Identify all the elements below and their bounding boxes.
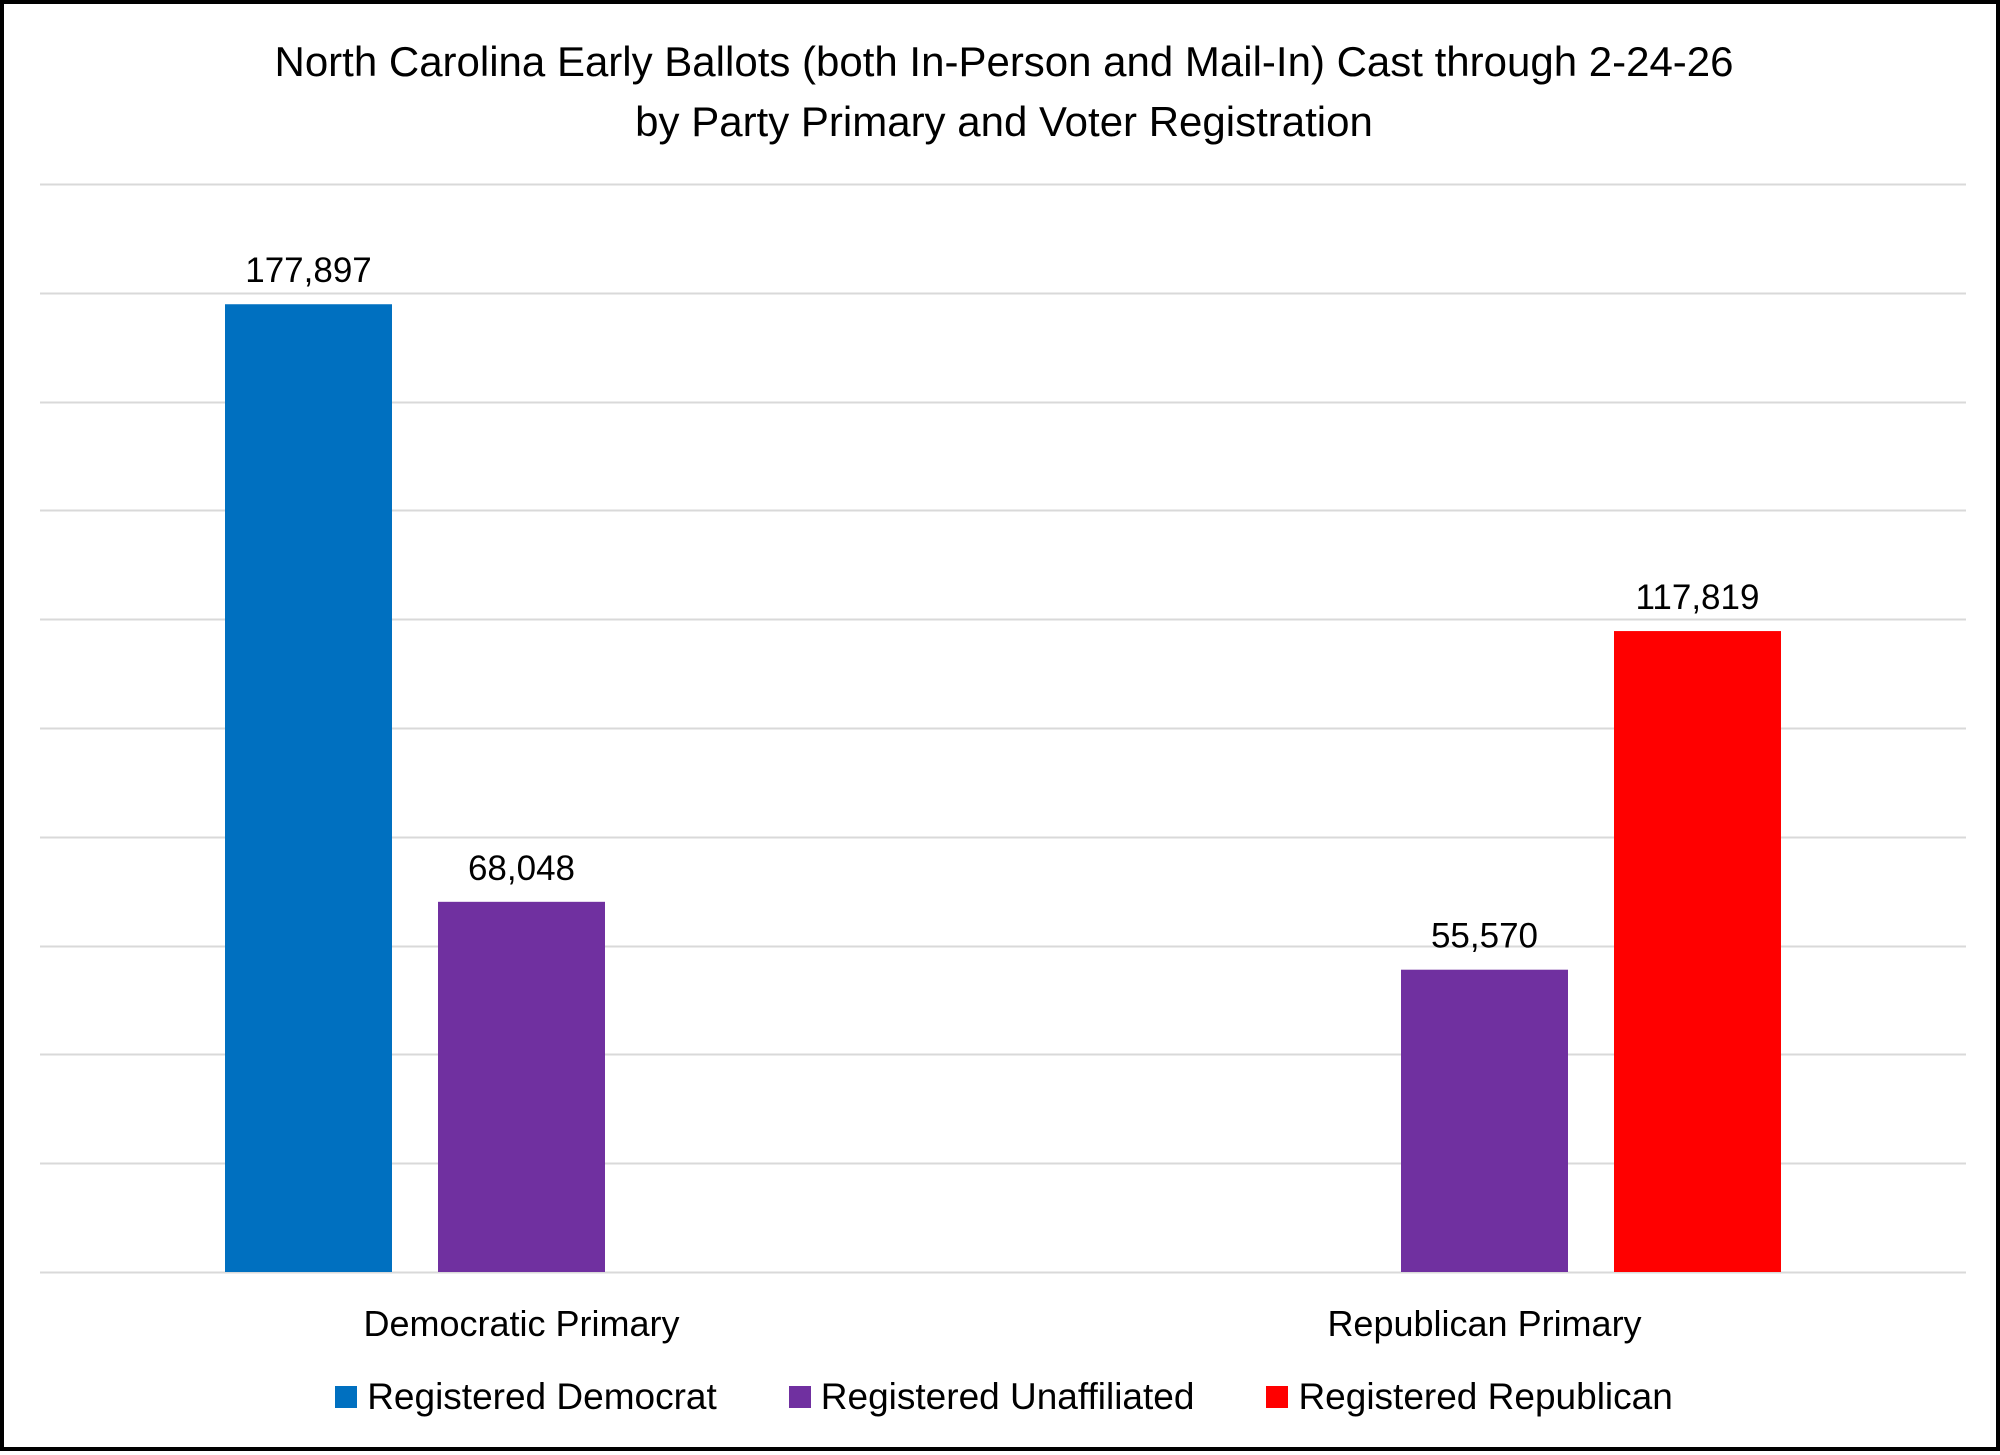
chart-title-line-1: North Carolina Early Ballots (both In-Pe… (274, 38, 1734, 85)
legend-label: Registered Republican (1298, 1376, 1673, 1417)
data-label: 177,897 (245, 251, 372, 290)
legend: Registered Democrat Registered Unaffiliat… (4, 1376, 2000, 1418)
legend-label: Registered Democrat (367, 1376, 717, 1417)
data-label: 68,048 (468, 849, 575, 888)
legend-item: Registered Unaffiliated (788, 1376, 1195, 1418)
legend-item: Registered Republican (1266, 1376, 1673, 1418)
category-label: Republican Primary (1327, 1303, 1641, 1344)
legend-swatch (1266, 1386, 1289, 1408)
plot-area: 177,897 68,048 55,570 117,819 Democratic Pri… (40, 183, 1966, 1344)
legend-label: Registered Unaffiliated (820, 1376, 1195, 1417)
bar-registered-democrat (225, 304, 392, 1272)
data-label: 55,570 (1431, 917, 1538, 956)
bar-registered-unaffiliated (438, 901, 605, 1272)
data-label: 117,819 (1636, 578, 1760, 617)
legend-swatch (335, 1386, 358, 1408)
chart-subtitle: by Party Primary and Voter Registration (635, 98, 1373, 145)
chart-title: North Carolina Early Ballots (both In-Pe… (4, 32, 2000, 152)
category-label: Democratic Primary (363, 1303, 679, 1344)
bar-registered-unaffiliated (1401, 969, 1568, 1272)
legend-item: Registered Democrat (335, 1376, 717, 1418)
bar-registered-republican (1614, 631, 1781, 1272)
legend-swatch (788, 1386, 811, 1408)
